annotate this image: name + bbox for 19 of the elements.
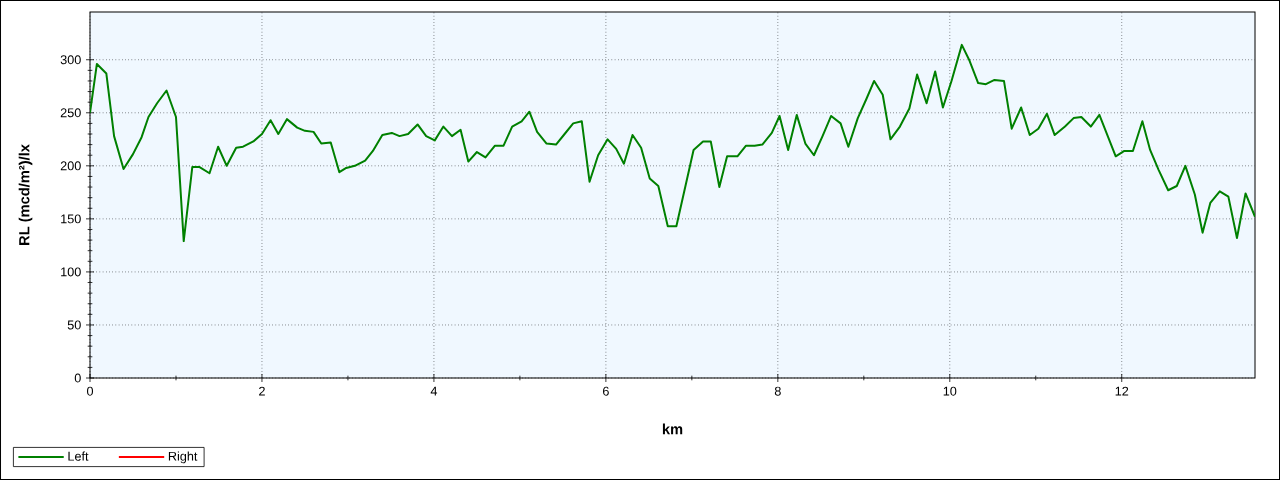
- y-tick-label: 50: [67, 320, 81, 330]
- y-tick-label: 300: [60, 55, 81, 65]
- x-tick-label: 6: [603, 386, 609, 396]
- x-tick-label: 8: [774, 386, 781, 396]
- legend-label: Left: [68, 451, 89, 461]
- x-tick-label: 4: [430, 386, 438, 396]
- y-tick-label: 150: [61, 214, 81, 224]
- x-tick-label: 12: [1115, 386, 1129, 396]
- line-series: [90, 43, 1256, 243]
- x-axis-title: km: [662, 423, 683, 435]
- x-tick-label: 2: [259, 386, 265, 396]
- x-tick-label: 10: [943, 386, 957, 396]
- y-tick-label: 0: [74, 373, 81, 383]
- y-tick-label: 100: [61, 267, 81, 277]
- y-tick-label: 250: [60, 108, 81, 118]
- y-tick-label: 200: [60, 161, 81, 171]
- x-tick-label: 0: [86, 386, 94, 396]
- y-axis-title: RL (mcd/m²)/lx: [18, 144, 33, 245]
- legend-label: Right: [168, 451, 198, 464]
